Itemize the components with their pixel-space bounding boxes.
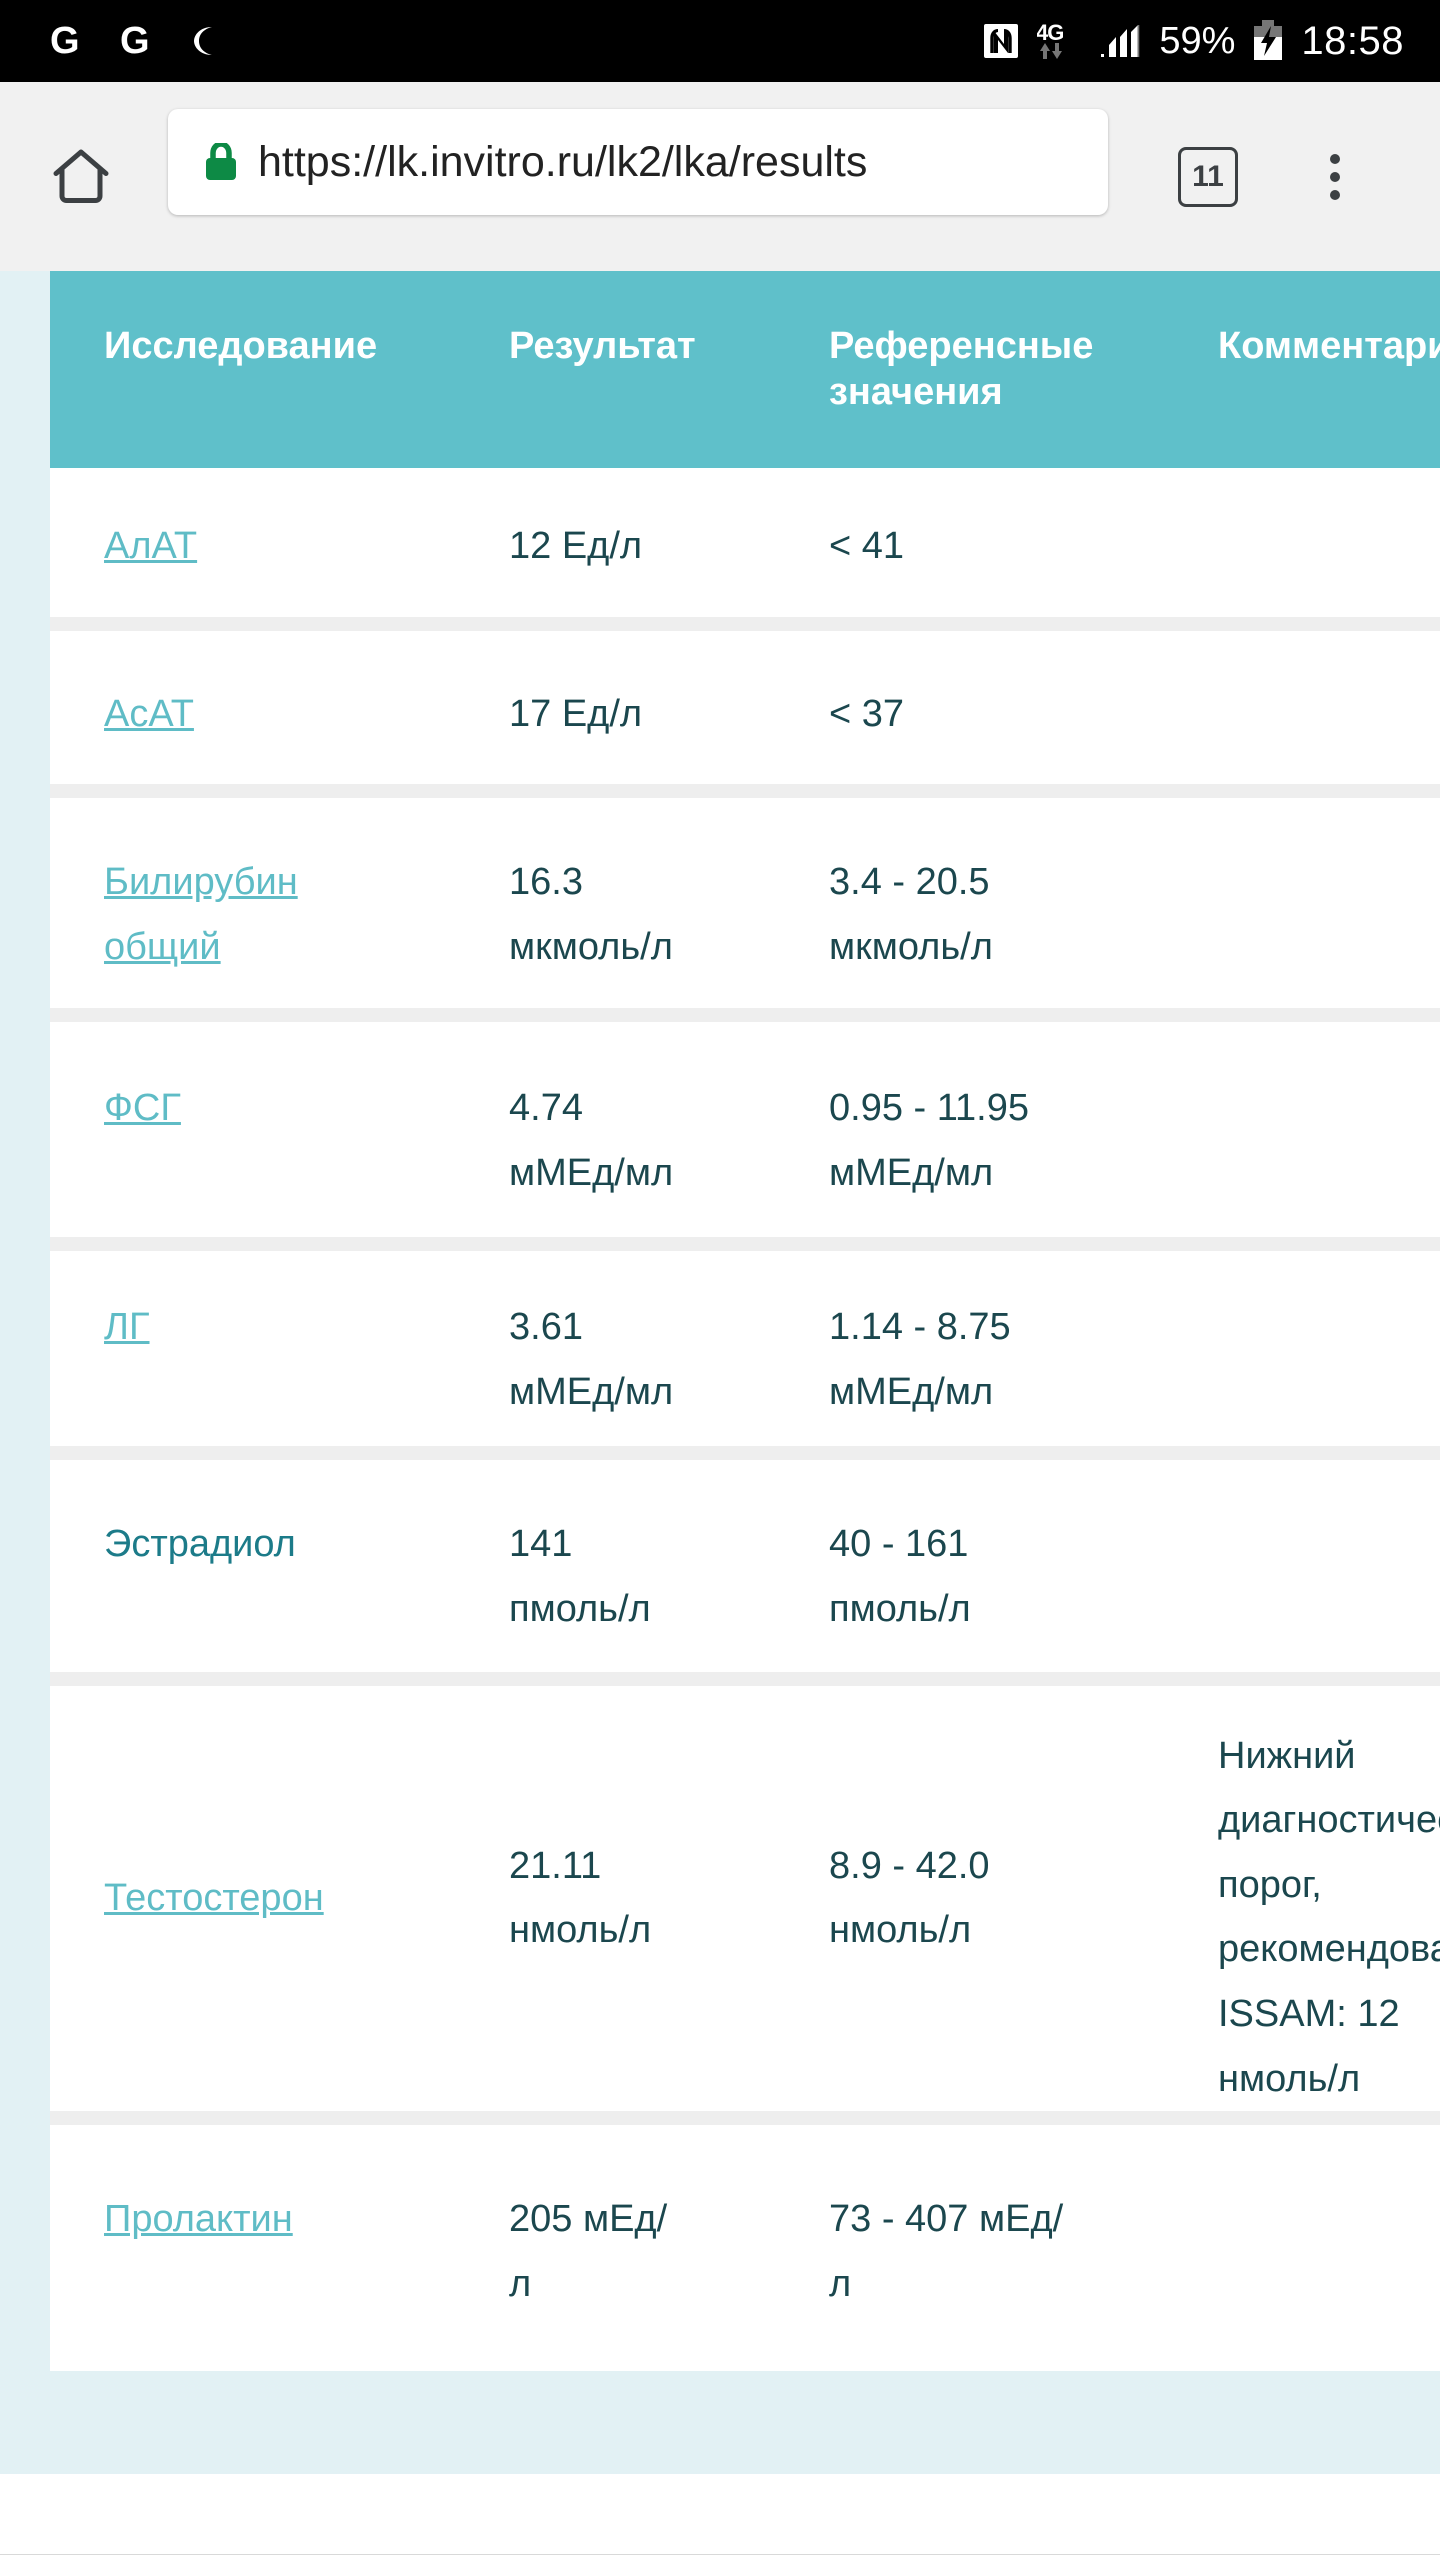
svg-text:G: G xyxy=(50,21,80,61)
svg-text:4G: 4G xyxy=(1037,21,1063,45)
svg-text:G: G xyxy=(120,21,150,61)
